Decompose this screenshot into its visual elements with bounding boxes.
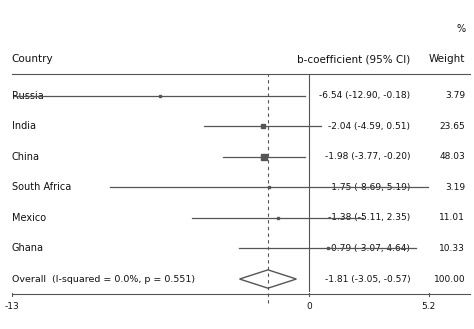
Text: Ghana: Ghana bbox=[11, 243, 44, 253]
Text: Country: Country bbox=[11, 54, 53, 64]
Text: 10.33: 10.33 bbox=[439, 244, 465, 253]
Text: -13: -13 bbox=[4, 302, 19, 311]
Text: -2.04 (-4.59, 0.51): -2.04 (-4.59, 0.51) bbox=[328, 122, 410, 131]
Text: -6.54 (-12.90, -0.18): -6.54 (-12.90, -0.18) bbox=[319, 91, 410, 100]
Text: -1.81 (-3.05, -0.57): -1.81 (-3.05, -0.57) bbox=[325, 274, 410, 284]
Text: 100.00: 100.00 bbox=[434, 274, 465, 284]
Text: Mexico: Mexico bbox=[11, 213, 46, 223]
Text: -1.38 (-5.11, 2.35): -1.38 (-5.11, 2.35) bbox=[328, 214, 410, 222]
Text: -1.98 (-3.77, -0.20): -1.98 (-3.77, -0.20) bbox=[325, 152, 410, 161]
Text: 3.79: 3.79 bbox=[445, 91, 465, 100]
Text: 11.01: 11.01 bbox=[439, 214, 465, 222]
Text: Russia: Russia bbox=[11, 91, 43, 101]
Text: Overall  (I-squared = 0.0%, p = 0.551): Overall (I-squared = 0.0%, p = 0.551) bbox=[11, 274, 195, 284]
Text: South Africa: South Africa bbox=[11, 182, 71, 192]
Text: 0.79 (-3.07, 4.64): 0.79 (-3.07, 4.64) bbox=[331, 244, 410, 253]
Text: Weight: Weight bbox=[429, 54, 465, 64]
Text: China: China bbox=[11, 152, 39, 162]
Text: 48.03: 48.03 bbox=[439, 152, 465, 161]
Text: 23.65: 23.65 bbox=[439, 122, 465, 131]
Text: -1.75 (-8.69, 5.19): -1.75 (-8.69, 5.19) bbox=[328, 183, 410, 192]
Text: b-coefficient (95% CI): b-coefficient (95% CI) bbox=[297, 54, 410, 64]
Text: 3.19: 3.19 bbox=[445, 183, 465, 192]
Text: India: India bbox=[11, 121, 36, 131]
Text: 0: 0 bbox=[307, 302, 312, 311]
Text: 5.2: 5.2 bbox=[421, 302, 436, 311]
Text: %: % bbox=[456, 24, 465, 34]
